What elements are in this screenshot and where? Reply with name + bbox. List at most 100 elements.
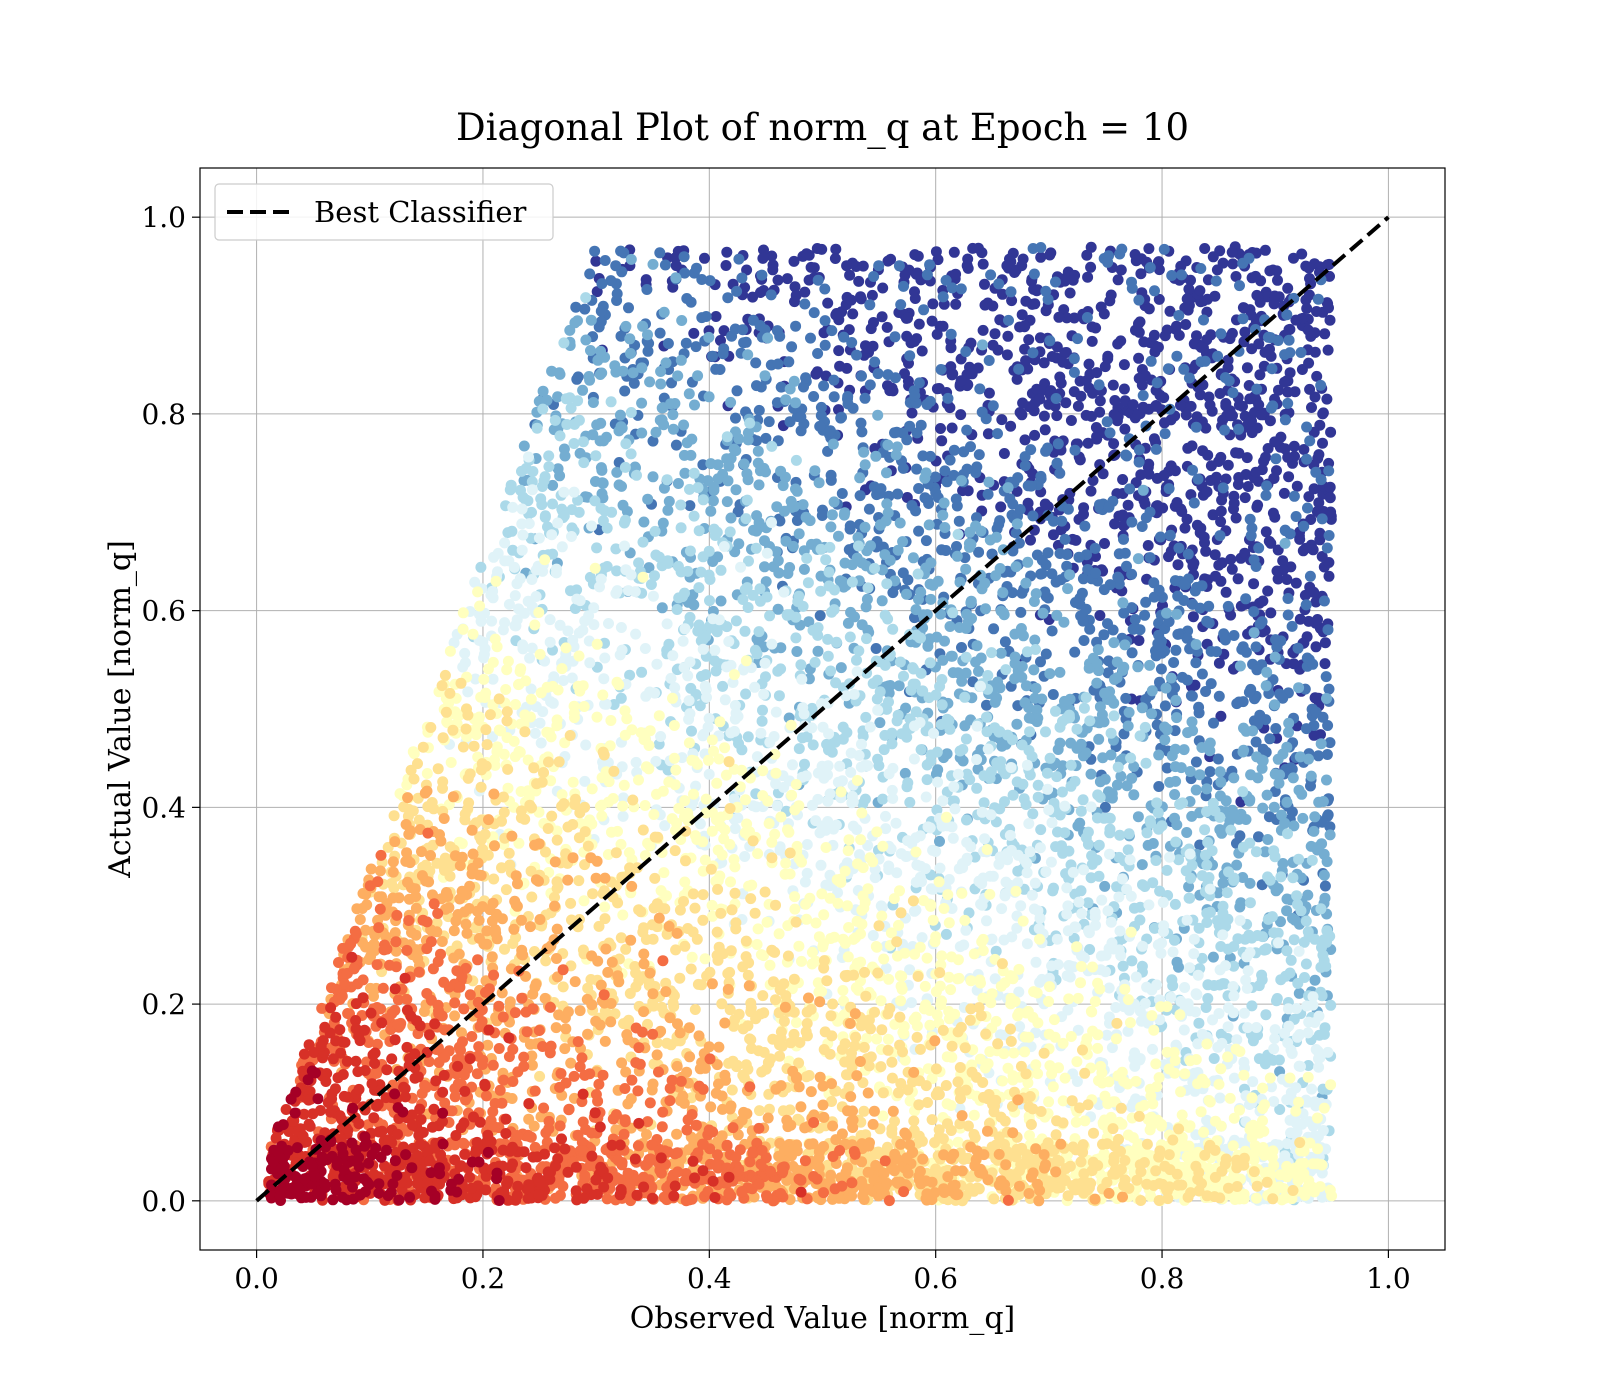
scatter-point [1286,620,1298,632]
scatter-point [1109,395,1121,406]
scatter-point [1133,456,1145,468]
scatter-point [1059,347,1071,359]
scatter-point [1261,480,1273,492]
scatter-point [1281,1138,1293,1150]
scatter-point [739,584,751,596]
scatter-point [1132,661,1144,673]
scatter-point [902,312,913,324]
scatter-point [1045,856,1057,868]
scatter-point [1019,343,1031,355]
scatter-point [960,346,972,358]
scatter-point [846,337,858,348]
scatter-point [876,595,888,607]
scatter-point [894,656,906,668]
scatter-point [509,620,521,632]
scatter-point [960,733,972,745]
scatter-point [462,686,474,698]
scatter-point [1210,275,1222,287]
scatter-point [686,433,698,445]
scatter-point [826,509,838,521]
scatter-point [921,269,933,281]
scatter-point [915,586,927,598]
scatter-point [1324,821,1336,833]
scatter-point [1005,286,1017,298]
scatter-point [1155,663,1167,675]
scatter-point [983,355,995,366]
scatter-point [1039,424,1051,436]
scatter-point [847,308,859,320]
scatter-point [1198,1126,1210,1138]
scatter-point [637,536,649,548]
scatter-point [1324,829,1336,841]
scatter-point [1075,805,1087,817]
chart-title: Diagonal Plot of norm_q at Epoch = 10 [456,106,1189,150]
scatter-point [938,497,950,509]
scatter-point [644,376,656,388]
scatter-point [1035,470,1047,482]
scatter-point [1301,421,1313,433]
scatter-point [1285,954,1297,966]
scatter-point [1185,489,1197,501]
scatter-point [1158,243,1170,255]
scatter-point [1282,282,1294,294]
scatter-point [1266,363,1278,375]
scatter-point [1321,542,1333,554]
scatter-point [752,445,764,457]
scatter-point [1099,687,1111,699]
scatter-point [1099,880,1111,892]
scatter-point [1285,1127,1297,1139]
scatter-point [1176,671,1188,683]
scatter-point [870,450,882,462]
scatter-point [971,782,983,794]
scatter-point [826,606,838,618]
scatter-point [1094,776,1106,788]
scatter-point [1195,341,1207,353]
scatter-point [648,809,660,820]
scatter-point [813,477,825,489]
scatter-point [897,567,909,579]
scatter-point [579,615,591,627]
scatter-point [663,495,675,507]
scatter-point [1264,874,1276,886]
scatter-point [1170,775,1182,787]
scatter-point [1151,797,1163,809]
scatter-point [868,271,880,282]
scatter-point [1213,690,1225,702]
scatter-point [601,431,612,443]
scatter-point [838,331,850,343]
scatter-point [1284,528,1296,540]
scatter-point [1273,777,1285,789]
scatter-point [739,851,751,862]
scatter-point [788,255,800,267]
scatter-point [721,453,733,465]
scatter-point [1119,547,1131,559]
scatter-point [934,835,945,847]
scatter-point [1251,664,1263,676]
scatter-point [1261,789,1273,801]
scatter-point [1048,515,1059,527]
scatter-point [675,499,687,511]
scatter-point [928,727,939,739]
scatter-point [1272,927,1284,939]
scatter-point [1019,460,1031,472]
scatter-point [559,653,571,665]
scatter-point [1228,630,1240,641]
scatter-point [987,339,999,351]
scatter-point [1268,1043,1280,1055]
scatter-point [926,315,938,327]
scatter-point [1069,775,1081,787]
scatter-point [825,469,837,481]
scatter-point [760,576,772,588]
scatter-point [742,602,754,613]
scatter-point [955,283,967,295]
scatter-point [1070,597,1081,608]
scatter-point [672,370,684,382]
scatter-point [610,587,622,599]
scatter-point [1187,611,1199,623]
scatter-point [1087,652,1099,664]
scatter-point [1210,570,1221,582]
scatter-point [872,409,884,421]
scatter-point [857,260,869,272]
scatter-point [1065,759,1077,771]
scatter-point [1325,999,1337,1011]
